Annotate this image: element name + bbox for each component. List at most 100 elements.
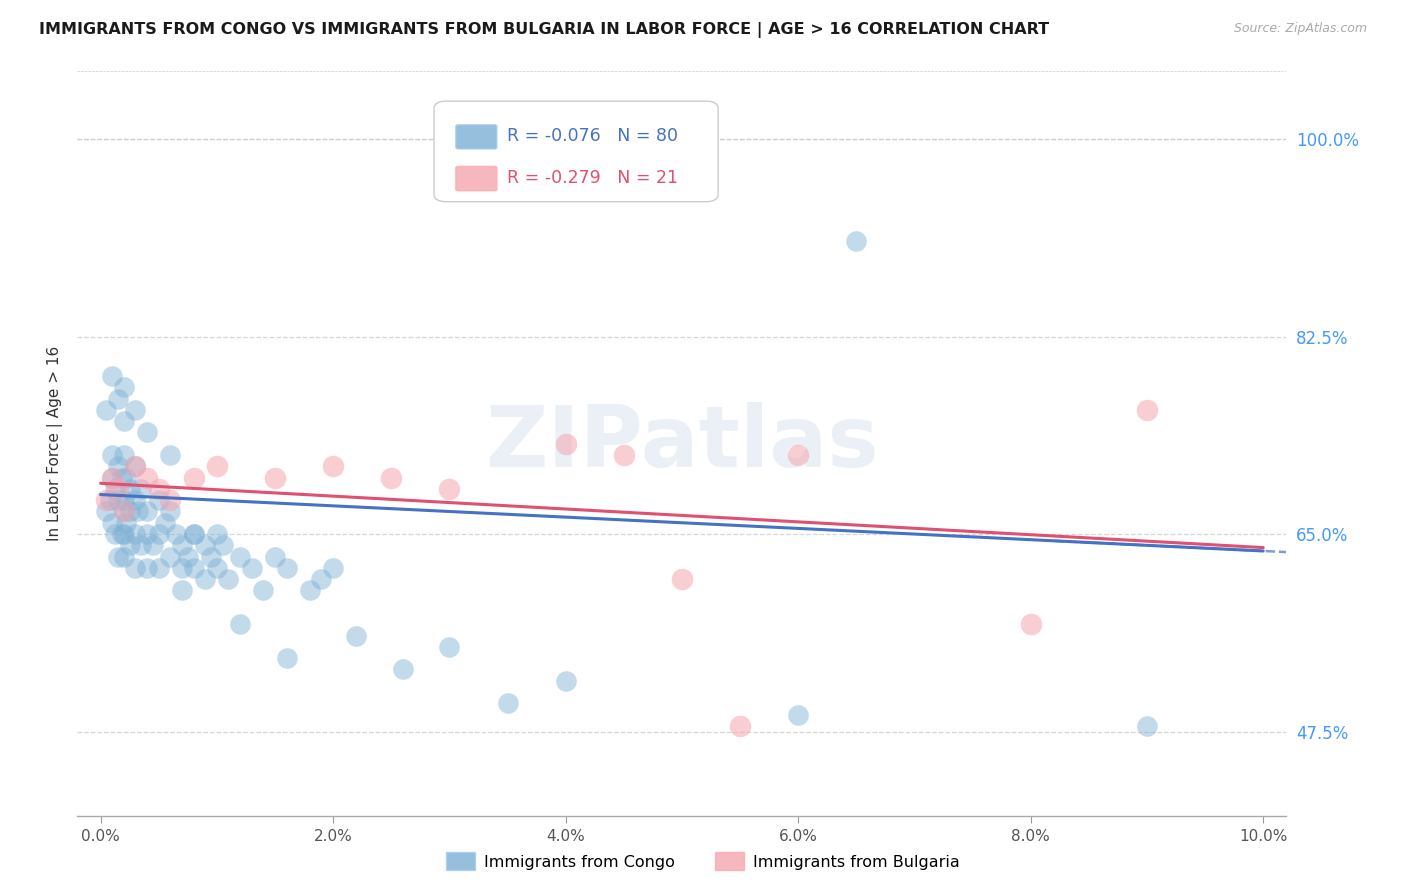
- Point: [183, 561, 205, 575]
- Point: [205, 527, 228, 541]
- Point: [159, 549, 181, 564]
- Point: [298, 583, 321, 598]
- Point: [170, 583, 193, 598]
- Point: [136, 470, 159, 484]
- Point: [229, 617, 252, 632]
- Point: [217, 572, 239, 586]
- Point: [613, 448, 636, 462]
- Point: [118, 538, 141, 552]
- Point: [276, 561, 298, 575]
- Point: [159, 504, 181, 518]
- Point: [136, 561, 159, 575]
- Point: [112, 380, 135, 394]
- Point: [170, 561, 193, 575]
- Point: [165, 527, 187, 541]
- Point: [115, 516, 138, 530]
- Point: [107, 482, 129, 496]
- Text: R = -0.076   N = 80: R = -0.076 N = 80: [506, 128, 678, 145]
- Point: [112, 414, 135, 428]
- Point: [103, 527, 125, 541]
- Point: [153, 516, 176, 530]
- Point: [276, 651, 298, 665]
- Point: [252, 583, 274, 598]
- Point: [124, 493, 146, 508]
- Text: ZIPatlas: ZIPatlas: [485, 402, 879, 485]
- Point: [98, 493, 121, 508]
- Point: [124, 459, 146, 474]
- Point: [205, 561, 228, 575]
- Point: [229, 549, 252, 564]
- Point: [124, 459, 146, 474]
- Point: [1019, 617, 1042, 632]
- Text: IMMIGRANTS FROM CONGO VS IMMIGRANTS FROM BULGARIA IN LABOR FORCE | AGE > 16 CORR: IMMIGRANTS FROM CONGO VS IMMIGRANTS FROM…: [39, 22, 1049, 38]
- Point: [136, 425, 159, 440]
- FancyBboxPatch shape: [456, 125, 496, 149]
- Point: [96, 493, 118, 508]
- Text: R = -0.279   N = 21: R = -0.279 N = 21: [506, 169, 678, 186]
- Point: [183, 527, 205, 541]
- Point: [671, 572, 693, 586]
- Point: [110, 527, 132, 541]
- Point: [112, 493, 135, 508]
- Point: [787, 448, 810, 462]
- FancyBboxPatch shape: [456, 167, 496, 191]
- Point: [344, 629, 367, 643]
- Point: [264, 549, 287, 564]
- Point: [392, 663, 415, 677]
- Point: [101, 448, 124, 462]
- Point: [101, 470, 124, 484]
- Point: [148, 493, 170, 508]
- Point: [129, 482, 152, 496]
- Point: [124, 561, 146, 575]
- Point: [439, 482, 461, 496]
- Point: [110, 470, 132, 484]
- Point: [124, 527, 146, 541]
- Point: [148, 482, 170, 496]
- Point: [112, 448, 135, 462]
- Point: [115, 470, 138, 484]
- Point: [112, 527, 135, 541]
- Point: [112, 504, 135, 518]
- Point: [148, 561, 170, 575]
- Point: [142, 538, 165, 552]
- Point: [170, 538, 193, 552]
- Point: [1136, 403, 1159, 417]
- Point: [101, 470, 124, 484]
- Point: [127, 504, 149, 518]
- Point: [136, 527, 159, 541]
- Point: [112, 549, 135, 564]
- Point: [380, 470, 402, 484]
- Point: [322, 459, 344, 474]
- Point: [124, 403, 146, 417]
- Point: [136, 504, 159, 518]
- Point: [101, 369, 124, 384]
- Point: [159, 448, 181, 462]
- Point: [194, 572, 217, 586]
- Point: [101, 516, 124, 530]
- Point: [205, 459, 228, 474]
- Point: [439, 640, 461, 654]
- Point: [96, 403, 118, 417]
- Text: Source: ZipAtlas.com: Source: ZipAtlas.com: [1233, 22, 1367, 36]
- Point: [211, 538, 233, 552]
- Point: [112, 504, 135, 518]
- Point: [264, 470, 287, 484]
- FancyBboxPatch shape: [434, 101, 718, 202]
- Point: [322, 561, 344, 575]
- Point: [103, 482, 125, 496]
- Point: [118, 482, 141, 496]
- Point: [107, 459, 129, 474]
- Point: [148, 527, 170, 541]
- Point: [107, 549, 129, 564]
- Point: [728, 719, 751, 733]
- Point: [96, 504, 118, 518]
- Point: [159, 493, 181, 508]
- Point: [240, 561, 263, 575]
- Point: [107, 493, 129, 508]
- Legend: Immigrants from Congo, Immigrants from Bulgaria: Immigrants from Congo, Immigrants from B…: [440, 846, 966, 877]
- Point: [845, 234, 868, 248]
- Point: [183, 470, 205, 484]
- Point: [177, 549, 200, 564]
- Point: [496, 696, 519, 710]
- Point: [200, 549, 222, 564]
